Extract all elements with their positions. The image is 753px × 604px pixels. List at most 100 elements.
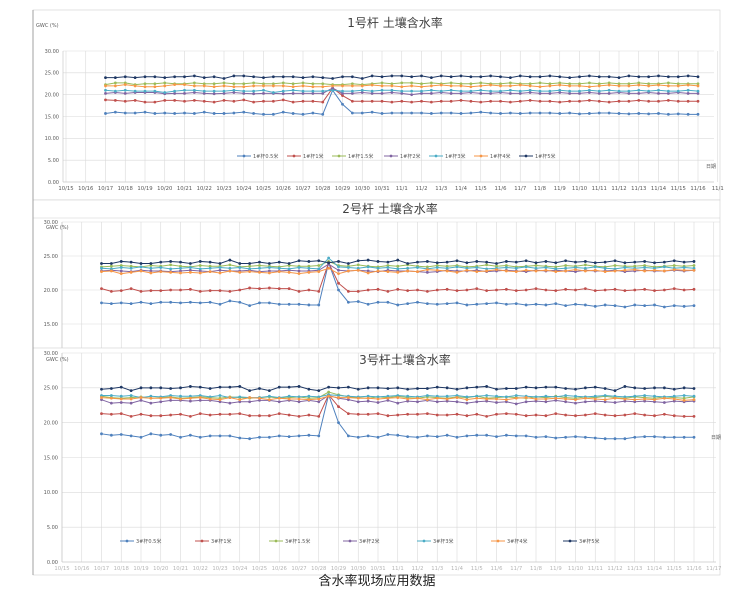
data-point (307, 264, 311, 268)
data-point (406, 266, 410, 270)
data-point (643, 397, 647, 401)
data-point (100, 387, 103, 391)
data-point (574, 288, 577, 292)
data-point (429, 91, 433, 95)
data-point (425, 387, 429, 390)
data-point (380, 99, 384, 103)
data-point (574, 414, 577, 418)
data-point (297, 385, 301, 388)
data-point (607, 83, 611, 87)
data-point (242, 74, 246, 78)
data-point (653, 261, 656, 265)
x-tick-label: 11/17 (706, 566, 721, 572)
legend-swatch-marker (337, 154, 341, 158)
data-point (346, 262, 350, 265)
data-point (208, 289, 212, 293)
data-point (587, 91, 591, 94)
data-point (548, 89, 552, 93)
x-tick-label: 10/25 (256, 186, 271, 192)
data-point (376, 435, 380, 439)
data-point (445, 394, 449, 398)
data-point (597, 84, 601, 88)
data-point (479, 75, 483, 79)
data-point (593, 412, 597, 416)
data-point (252, 75, 256, 79)
data-point (400, 91, 404, 95)
x-tick-label: 11/16 (690, 186, 706, 192)
data-point (143, 85, 147, 89)
data-point (643, 260, 647, 263)
data-point (356, 268, 360, 272)
x-tick-label: 11/6 (491, 566, 504, 572)
data-point (109, 302, 113, 305)
data-point (538, 99, 542, 103)
data-point (627, 74, 631, 78)
legend-swatch-marker (242, 154, 246, 158)
data-point (449, 99, 453, 103)
data-point (271, 91, 275, 94)
data-point (143, 89, 147, 93)
data-point (360, 91, 364, 94)
x-tick-label: 10/29 (335, 186, 350, 192)
data-point (564, 387, 568, 390)
data-point (574, 398, 577, 402)
data-point (370, 99, 374, 103)
data-point (222, 91, 226, 95)
data-point (538, 111, 542, 115)
data-point (495, 301, 498, 305)
series-6 (100, 394, 696, 402)
data-point (574, 387, 577, 391)
data-point (287, 270, 291, 274)
data-point (489, 89, 493, 93)
data-point (420, 91, 423, 95)
data-point (528, 98, 532, 102)
y-tick-label: 10.00 (44, 490, 58, 496)
data-point (400, 81, 404, 85)
data-point (406, 289, 410, 293)
data-point (637, 112, 641, 115)
data-point (123, 83, 127, 87)
data-point (218, 266, 222, 269)
data-point (192, 81, 196, 85)
legend-swatch-marker (479, 154, 483, 158)
data-point (554, 436, 558, 440)
data-point (425, 398, 429, 402)
data-point (564, 287, 568, 291)
data-point (366, 302, 370, 306)
data-point (386, 266, 390, 269)
data-point (281, 75, 285, 79)
data-point (317, 389, 321, 393)
data-point (291, 82, 295, 86)
data-point (163, 84, 167, 88)
data-point (153, 89, 157, 93)
data-point (534, 435, 538, 439)
data-point (139, 262, 143, 265)
data-point (554, 261, 558, 265)
data-point (297, 259, 301, 263)
data-point (396, 267, 400, 271)
data-point (425, 260, 429, 263)
data-point (627, 89, 631, 93)
data-point (192, 112, 196, 115)
data-point (271, 82, 275, 86)
data-point (633, 288, 637, 292)
data-point (459, 91, 463, 95)
series-2 (100, 393, 696, 418)
data-point (149, 401, 153, 405)
data-point (455, 289, 459, 293)
x-tick-label: 11/10 (568, 566, 584, 572)
data-point (346, 269, 350, 273)
data-point (149, 414, 153, 418)
data-point (321, 89, 325, 93)
data-point (435, 413, 439, 417)
data-point (475, 400, 479, 404)
data-point (692, 394, 696, 398)
data-point (262, 82, 265, 86)
series-5 (100, 256, 696, 271)
data-point (524, 265, 528, 269)
data-point (410, 75, 414, 79)
data-point (100, 412, 103, 416)
data-point (583, 396, 587, 400)
data-point (317, 400, 321, 404)
legend-label: 3#杆3米 (433, 538, 454, 545)
